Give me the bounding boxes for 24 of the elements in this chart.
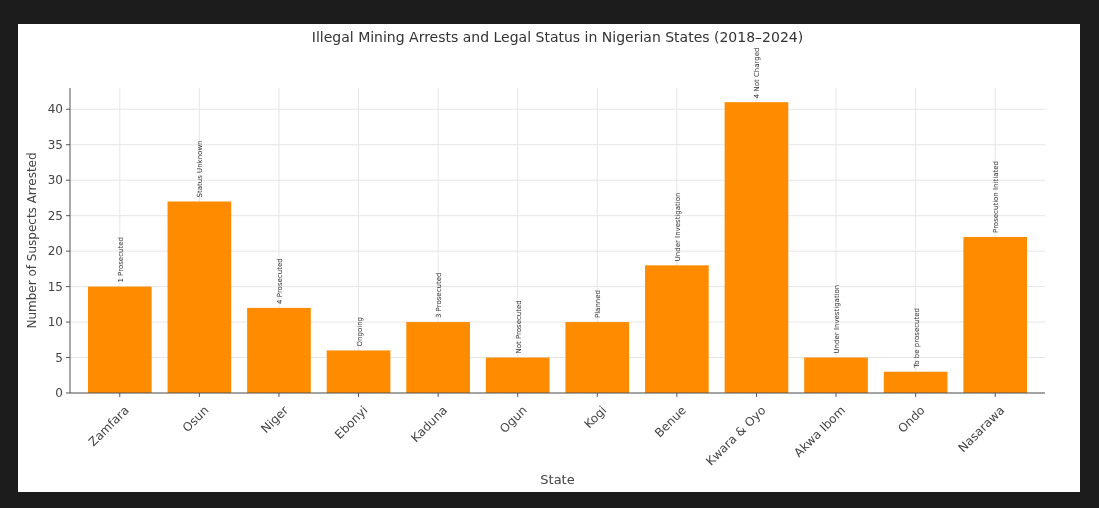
y-tick-label: 5	[55, 350, 63, 365]
bar	[645, 265, 709, 393]
y-tick-label: 40	[47, 102, 63, 117]
bar	[883, 371, 948, 393]
bar	[565, 322, 630, 393]
bar	[724, 102, 789, 393]
y-tick-label: 25	[47, 208, 63, 223]
bar	[406, 322, 470, 393]
y-axis-title: Number of Suspects Arrested	[25, 152, 39, 329]
y-tick-label: 20	[47, 244, 63, 259]
bar	[804, 357, 868, 393]
x-axis-title: State	[540, 472, 575, 487]
chart-title: Illegal Mining Arrests and Legal Status in Nigerian States (2018–2024)	[311, 29, 804, 45]
bar	[87, 286, 152, 393]
bar	[167, 201, 232, 393]
y-tick-label: 35	[47, 137, 63, 152]
bar	[247, 307, 311, 393]
bar	[326, 350, 391, 393]
y-tick-label: 30	[47, 173, 63, 188]
bar	[963, 236, 1028, 393]
y-tick-label: 0	[55, 386, 63, 401]
y-tick-label: 10	[47, 315, 63, 330]
bar	[485, 357, 550, 393]
y-tick-label: 15	[47, 279, 63, 294]
